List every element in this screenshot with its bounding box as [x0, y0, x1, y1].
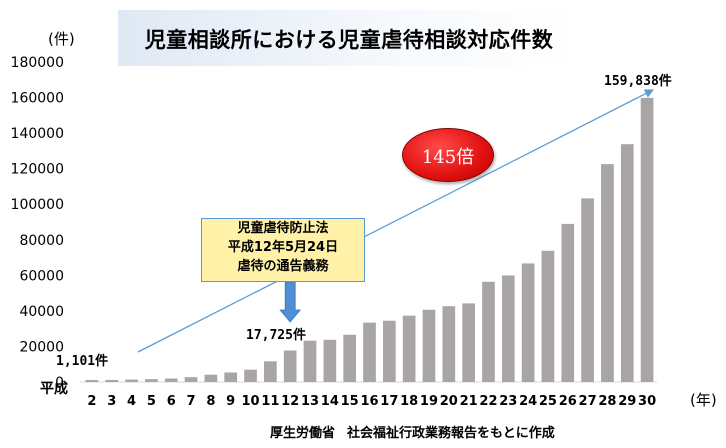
- y-tick-label: 20000: [19, 339, 64, 355]
- y-tick-label: 0: [55, 375, 64, 391]
- bars: [85, 97, 654, 382]
- bar-28: [601, 164, 614, 382]
- bar-8: [204, 374, 218, 382]
- x-axis-unit: (年): [690, 391, 717, 409]
- x-tick-label: 20: [440, 394, 458, 409]
- y-tick-label: 180000: [11, 55, 64, 71]
- x-tick-label: 23: [499, 394, 517, 409]
- bar-30: [640, 97, 654, 382]
- x-tick-label: 25: [539, 394, 557, 409]
- bar-10: [244, 369, 257, 382]
- bar-12: [283, 350, 297, 382]
- x-tick-label: 15: [341, 394, 359, 409]
- x-tick-label: 22: [479, 394, 497, 409]
- bar-2: [85, 380, 99, 382]
- y-tick-label: 60000: [19, 268, 64, 284]
- x-axis: 2 3 4 5 6 7 8 9 10 11 12 13 14 15 16 17 18 19 20 21 22 23 24 25…: [87, 394, 656, 409]
- bar-6: [164, 378, 178, 382]
- ratio-badge: 145倍: [402, 128, 494, 182]
- y-tick-label: 40000: [19, 304, 64, 320]
- bar-27: [581, 198, 594, 382]
- end-value-label: 159,838件: [604, 74, 672, 89]
- chart-title: 児童相談所における児童虐待相談対応件数: [144, 28, 554, 52]
- bar-20: [442, 306, 456, 382]
- bar-11: [264, 361, 277, 382]
- x-tick-label: 2: [87, 394, 96, 409]
- x-tick-label: 17: [380, 394, 398, 409]
- source-detail: 社会福祉行政業務報告をもとに作成: [347, 426, 555, 441]
- year12-value-label: 17,725件: [246, 328, 306, 343]
- x-tick-label: 12: [281, 394, 299, 409]
- x-tick-label: 16: [360, 394, 378, 409]
- y-axis-unit: (件): [48, 30, 75, 48]
- x-tick-label: 7: [187, 394, 196, 409]
- bar-21: [462, 303, 475, 382]
- bar-19: [422, 309, 436, 382]
- ratio-text: 145倍: [421, 147, 475, 168]
- y-tick-label: 100000: [11, 197, 64, 213]
- x-tick-label: 11: [261, 394, 279, 409]
- bar-4: [125, 379, 138, 382]
- y-tick-label: 80000: [19, 233, 64, 249]
- bar-14: [323, 339, 337, 382]
- overlays: [137, 89, 654, 353]
- chart-title-box: 児童相談所における児童虐待相談対応件数: [118, 10, 580, 66]
- x-tick-label: 24: [519, 394, 537, 409]
- bar-16: [363, 322, 376, 382]
- bar-18: [402, 315, 416, 382]
- x-tick-label: 5: [147, 394, 156, 409]
- x-tick-label: 30: [638, 394, 656, 409]
- x-tick-label: 29: [618, 394, 636, 409]
- law-name: 児童虐待防止法: [237, 221, 329, 236]
- bar-9: [224, 372, 238, 382]
- x-tick-label: 21: [460, 394, 478, 409]
- bar-5: [145, 379, 158, 382]
- x-tick-label: 14: [321, 394, 339, 409]
- start-value-label: 1,101件: [56, 354, 109, 369]
- x-tick-label: 26: [559, 394, 577, 409]
- y-axis: 0 20000 40000 60000 80000 100000 120000 140000 1…: [11, 55, 657, 391]
- bar-22: [482, 281, 495, 382]
- source-org: 厚生労働省: [270, 426, 336, 441]
- x-tick-label: 13: [301, 394, 319, 409]
- bar-25: [541, 250, 555, 382]
- law-callout-box: 児童虐待防止法 平成12年5月24日 虐待の通告義務: [201, 218, 365, 282]
- bar-24: [521, 263, 535, 382]
- x-tick-label: 18: [400, 394, 418, 409]
- bar-26: [561, 223, 575, 382]
- bar-13: [303, 340, 317, 382]
- x-tick-label: 27: [579, 394, 597, 409]
- bar-23: [501, 275, 515, 382]
- law-duty: 虐待の通告義務: [237, 259, 329, 274]
- bar-15: [343, 334, 357, 382]
- y-tick-label: 120000: [11, 162, 64, 178]
- y-tick-label: 160000: [11, 91, 64, 107]
- law-date: 平成12年5月24日: [227, 240, 339, 255]
- x-tick-label: 8: [206, 394, 215, 409]
- x-tick-label: 19: [420, 394, 438, 409]
- trend-arrow: [137, 89, 654, 353]
- x-tick-label: 3: [107, 394, 116, 409]
- down-arrow-icon: [279, 281, 302, 323]
- bar-3: [105, 379, 119, 382]
- bar-7: [184, 377, 198, 382]
- x-tick-label: 9: [226, 394, 235, 409]
- bar-29: [620, 144, 634, 382]
- source-note: 厚生労働省 社会福祉行政業務報告をもとに作成: [270, 422, 555, 441]
- x-tick-label: 6: [167, 394, 176, 409]
- y-tick-label: 140000: [11, 126, 64, 142]
- x-tick-label: 28: [598, 394, 616, 409]
- x-tick-label: 4: [127, 394, 136, 409]
- era-label: 平成: [40, 381, 68, 397]
- x-tick-label: 10: [241, 394, 259, 409]
- bar-17: [382, 320, 396, 382]
